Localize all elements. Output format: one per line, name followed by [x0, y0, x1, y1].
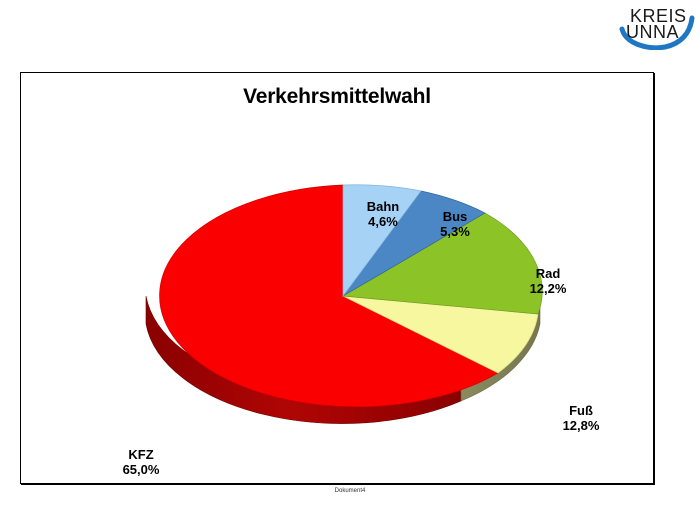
pie-top-face	[159, 184, 543, 408]
slice-label-kfz-value: 65,0%	[122, 462, 160, 477]
slice-label-fuss: Fuß 12,8%	[549, 403, 613, 433]
pie-chart	[21, 73, 655, 485]
slice-label-bus-value: 5,3%	[440, 224, 470, 239]
slice-label-bahn: Bahn 4,6%	[353, 199, 413, 229]
slice-label-bus-name: Bus	[442, 209, 468, 224]
logo-line2-text: UNNA	[626, 22, 679, 42]
slice-label-kfz: KFZ 65,0%	[106, 447, 176, 477]
slice-label-fuss-value: 12,8%	[562, 418, 600, 433]
slice-label-rad: Rad 12,2%	[516, 266, 580, 296]
slice-label-kfz-name: KFZ	[128, 447, 154, 462]
slice-kfz	[159, 184, 499, 408]
logo-line1-text: KREIS	[630, 6, 687, 26]
slice-label-fuss-name: Fuß	[569, 403, 593, 418]
slice-label-bus: Bus 5,3%	[425, 209, 485, 239]
slice-label-bahn-name: Bahn	[366, 199, 400, 214]
slice-bahn	[342, 184, 422, 298]
footer-document-name: Dokument4	[334, 488, 366, 494]
logo-arc-icon	[619, 15, 695, 50]
slice-label-bahn-value: 4,6%	[368, 214, 398, 229]
slice-rad	[341, 212, 543, 315]
slice-fuss	[342, 295, 539, 374]
slice-label-rad-value: 12,2%	[529, 281, 567, 296]
slice-label-rad-name: Rad	[535, 266, 561, 281]
chart-title: Verkehrsmittelwahl	[243, 85, 431, 108]
chart-frame: Verkehrsmittelwahl	[20, 72, 654, 484]
kreis-unna-logo: KREIS UNNA	[612, 2, 696, 50]
